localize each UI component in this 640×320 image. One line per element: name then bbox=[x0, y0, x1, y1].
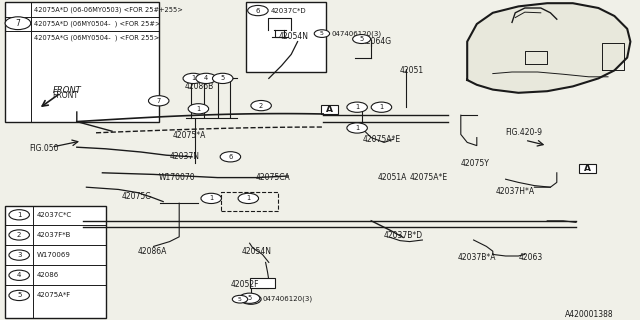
Text: 1: 1 bbox=[17, 212, 21, 218]
Circle shape bbox=[9, 270, 29, 280]
Text: 5: 5 bbox=[320, 31, 324, 36]
Text: 42037B*A: 42037B*A bbox=[458, 253, 496, 262]
Text: A420001388: A420001388 bbox=[564, 310, 613, 319]
Text: 42086A: 42086A bbox=[138, 247, 167, 256]
Text: 42075A*D (06MY0504-  ) <FOR 25#>: 42075A*D (06MY0504- ) <FOR 25#> bbox=[34, 20, 161, 27]
Text: 42051: 42051 bbox=[400, 66, 424, 75]
Text: 2: 2 bbox=[259, 103, 263, 108]
Text: 6: 6 bbox=[228, 154, 232, 160]
Circle shape bbox=[371, 102, 392, 112]
Text: 42075A*E: 42075A*E bbox=[410, 173, 448, 182]
Text: 1: 1 bbox=[209, 196, 213, 201]
Text: 42037B*D: 42037B*D bbox=[384, 231, 423, 240]
Text: 5: 5 bbox=[248, 295, 252, 301]
Text: 1: 1 bbox=[191, 76, 195, 81]
Text: 1: 1 bbox=[380, 104, 383, 110]
Text: 1: 1 bbox=[246, 196, 250, 201]
Text: 1: 1 bbox=[196, 106, 200, 112]
Text: 4: 4 bbox=[17, 272, 21, 278]
Circle shape bbox=[347, 102, 367, 112]
Text: 42054N: 42054N bbox=[279, 32, 309, 41]
Text: 7: 7 bbox=[157, 98, 161, 104]
Text: 5: 5 bbox=[221, 76, 225, 81]
Text: W170069: W170069 bbox=[37, 252, 71, 258]
Text: 1: 1 bbox=[355, 104, 359, 110]
Text: 42086B: 42086B bbox=[184, 82, 214, 91]
Circle shape bbox=[5, 17, 31, 29]
Text: 42063: 42063 bbox=[518, 253, 543, 262]
Text: FIG.420-9: FIG.420-9 bbox=[506, 128, 543, 137]
Circle shape bbox=[212, 73, 233, 84]
Circle shape bbox=[232, 295, 248, 303]
Circle shape bbox=[314, 30, 330, 37]
Polygon shape bbox=[467, 3, 630, 93]
Text: 3: 3 bbox=[17, 252, 21, 258]
Circle shape bbox=[347, 123, 367, 133]
Text: W170070: W170070 bbox=[159, 173, 195, 182]
Circle shape bbox=[148, 96, 169, 106]
Text: 42037H*A: 42037H*A bbox=[496, 188, 535, 196]
Circle shape bbox=[238, 193, 259, 204]
Text: 42051A: 42051A bbox=[378, 173, 407, 182]
Text: 42086: 42086 bbox=[37, 272, 60, 278]
Text: 4: 4 bbox=[204, 76, 208, 81]
Bar bbox=[246, 2, 326, 72]
Text: 5: 5 bbox=[17, 292, 21, 299]
Bar bbox=[250, 278, 275, 288]
Text: 047406120(3): 047406120(3) bbox=[332, 30, 381, 37]
Text: 42037C*D: 42037C*D bbox=[271, 8, 307, 13]
Bar bbox=[221, 192, 278, 211]
Text: 42075A*E: 42075A*E bbox=[362, 135, 401, 144]
Text: 5: 5 bbox=[238, 297, 242, 302]
Text: FRONT: FRONT bbox=[52, 92, 79, 100]
Text: 42037F*B: 42037F*B bbox=[37, 232, 72, 238]
Text: A: A bbox=[584, 164, 591, 173]
Text: 42037C*C: 42037C*C bbox=[37, 212, 72, 218]
Bar bbox=[321, 105, 338, 114]
Text: 42037N: 42037N bbox=[170, 152, 200, 161]
Circle shape bbox=[248, 5, 268, 16]
Text: 42075A*F: 42075A*F bbox=[37, 292, 71, 299]
Circle shape bbox=[9, 210, 29, 220]
Text: 42075Y: 42075Y bbox=[461, 159, 490, 168]
Circle shape bbox=[9, 290, 29, 300]
Text: 2: 2 bbox=[17, 232, 21, 238]
Circle shape bbox=[239, 293, 260, 303]
Text: 42064G: 42064G bbox=[362, 37, 392, 46]
Bar bbox=[579, 164, 596, 173]
Text: 7: 7 bbox=[15, 19, 20, 28]
Circle shape bbox=[9, 250, 29, 260]
Circle shape bbox=[188, 104, 209, 114]
Text: 42075A*D (06-06MY0503) <FOR 25#+255>: 42075A*D (06-06MY0503) <FOR 25#+255> bbox=[34, 6, 183, 13]
Circle shape bbox=[220, 152, 241, 162]
Text: FRONT: FRONT bbox=[52, 86, 81, 95]
Circle shape bbox=[201, 193, 221, 204]
Circle shape bbox=[353, 35, 371, 44]
Circle shape bbox=[9, 230, 29, 240]
Circle shape bbox=[196, 73, 216, 84]
Text: 42054N: 42054N bbox=[242, 247, 272, 256]
Text: 5: 5 bbox=[360, 36, 364, 42]
Text: 1: 1 bbox=[355, 125, 359, 131]
Text: A: A bbox=[326, 105, 333, 114]
Text: FIG.050: FIG.050 bbox=[29, 144, 58, 153]
Text: 42052F: 42052F bbox=[230, 280, 259, 289]
Text: 42075*A: 42075*A bbox=[173, 132, 206, 140]
Text: 42075A*G (06MY0504-  ) <FOR 255>: 42075A*G (06MY0504- ) <FOR 255> bbox=[34, 35, 159, 42]
Circle shape bbox=[251, 100, 271, 111]
Text: 42075CA: 42075CA bbox=[256, 173, 291, 182]
Text: 047406120(3): 047406120(3) bbox=[262, 296, 312, 302]
Circle shape bbox=[183, 73, 204, 84]
Bar bbox=[5, 206, 106, 318]
Bar bbox=[5, 2, 159, 122]
Text: 6: 6 bbox=[255, 8, 260, 13]
Circle shape bbox=[241, 294, 261, 304]
Text: 42075C: 42075C bbox=[122, 192, 151, 201]
